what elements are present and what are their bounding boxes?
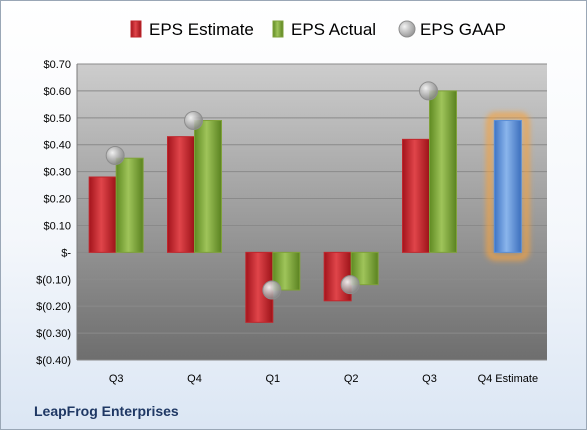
forecast-glow: [486, 112, 530, 261]
y-tick-label: $(0.40): [36, 355, 71, 367]
eps-estimate-bar: [88, 176, 117, 253]
gridlines: [77, 63, 547, 361]
y-tick-label: $0.70: [43, 59, 71, 71]
legend: EPS Estimate EPS Actual EPS GAAP: [130, 20, 506, 39]
x-tick-label: Q1: [265, 373, 280, 385]
bars: [88, 81, 530, 323]
y-tick-label: $(0.30): [36, 328, 71, 340]
eps-estimate-bar: [167, 136, 195, 253]
company-name: LeapFrog Enterprises: [34, 403, 179, 419]
eps-gaap-marker: [340, 275, 360, 295]
y-tick-label: $0.50: [43, 113, 71, 125]
eps-actual-bar: [272, 251, 301, 291]
eps-actual-bar: [429, 90, 457, 253]
y-tick-label: $0.30: [43, 167, 71, 179]
eps-gaap-marker: [184, 111, 203, 131]
legend-label: EPS Estimate: [149, 20, 254, 39]
y-tick-label: $(0.20): [36, 301, 71, 313]
eps-actual-bar: [194, 120, 222, 253]
y-tick-label: $0.40: [43, 140, 71, 152]
eps-actual-bar: [350, 251, 379, 286]
eps-actual-bar: [115, 157, 144, 253]
eps-gaap-marker: [105, 145, 125, 165]
x-tick-label: Q2: [344, 373, 359, 385]
legend-swatch: [130, 20, 142, 38]
legend-swatch: [272, 20, 284, 38]
x-tick-label: Q3: [422, 373, 437, 385]
x-tick-label: Q4: [187, 373, 202, 385]
x-axis: Q3 Q4 Q1 Q2 Q3 Q4 Estimate: [109, 373, 538, 385]
y-axis: $(0.40) $(0.30) $(0.20) $(0.10) $- $0.10 $0.20…: [36, 59, 78, 367]
eps-forecast-bar: [493, 120, 522, 253]
y-tick-label: $0.20: [43, 194, 71, 206]
y-tick-label: $0.60: [43, 86, 71, 98]
x-tick-label: Q3: [109, 373, 124, 385]
y-tick-label: $-: [61, 247, 71, 259]
x-tick-label: Q4 Estimate: [478, 373, 539, 385]
eps-estimate-bar: [402, 138, 430, 253]
plot-area: [77, 64, 547, 360]
eps-gaap-marker: [262, 280, 282, 300]
y-tick-label: $0.10: [43, 220, 71, 232]
y-tick-label: $(0.10): [36, 274, 71, 286]
eps-gaap-marker: [419, 81, 438, 101]
legend-label: EPS GAAP: [420, 20, 506, 39]
legend-swatch: [398, 20, 416, 38]
legend-label: EPS Actual: [291, 20, 376, 39]
